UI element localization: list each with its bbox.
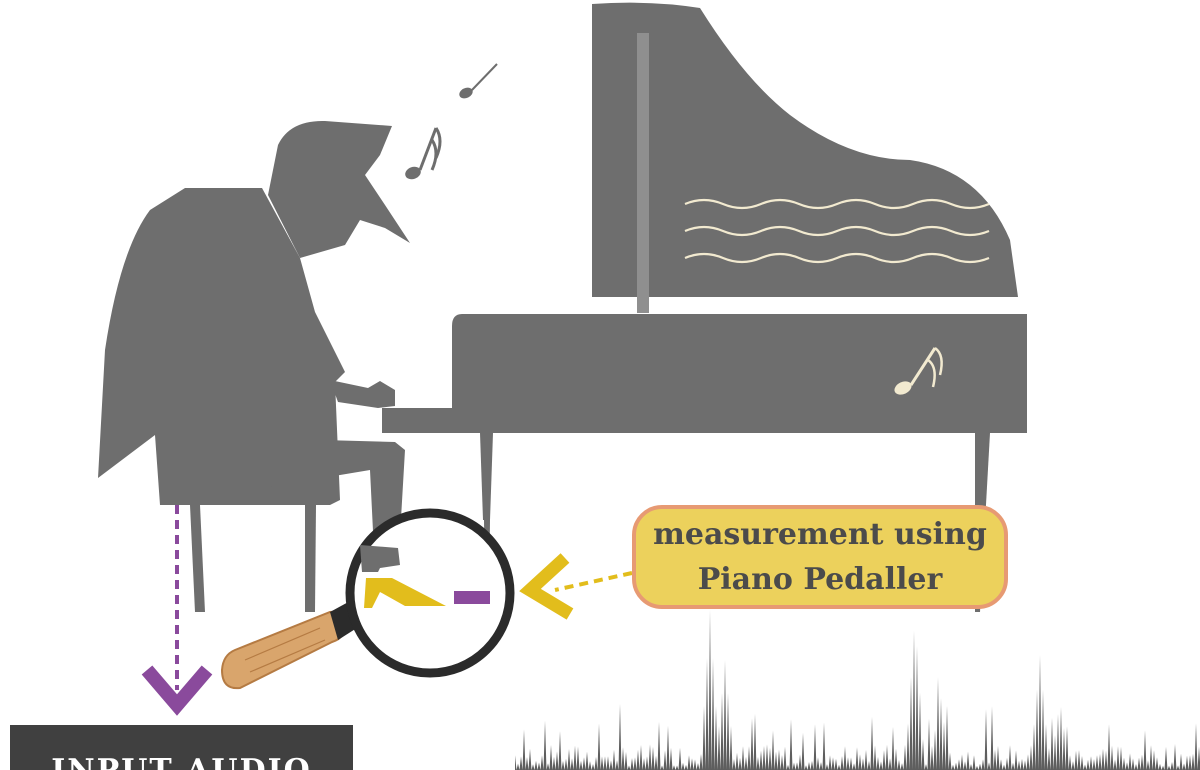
piano-lid	[592, 2, 1018, 298]
pianist-head	[268, 120, 410, 258]
magnifier-handle	[220, 610, 348, 690]
shoe-under-lens	[360, 545, 400, 572]
music-note-upper-icon	[459, 63, 498, 99]
audio-waveform	[515, 610, 1200, 770]
purple-pedal-marker	[454, 591, 490, 604]
magnifier-handle-grain	[244, 627, 326, 673]
stool-leg-right	[305, 505, 316, 612]
audio-arrowhead-icon	[141, 665, 213, 716]
callout-line-1: measurement using	[653, 517, 987, 552]
lid-wave-decoration	[684, 198, 990, 264]
music-note-lower-icon	[405, 127, 442, 180]
waveform-shape	[515, 610, 1200, 770]
yellow-pedal-foot	[364, 578, 446, 608]
pianist-leg	[250, 438, 405, 572]
piano-leg-front	[480, 433, 493, 520]
pianist-arm	[330, 380, 395, 408]
piano-body	[382, 314, 1027, 433]
measurement-callout: measurement using Piano Pedaller	[632, 505, 1008, 609]
input-audio-label: INPUT AUDIO	[51, 753, 312, 770]
callout-line-2: Piano Pedaller	[697, 562, 943, 597]
stool-leg-left	[190, 505, 205, 612]
lid-prop-stick	[637, 33, 649, 313]
pianist-coat	[98, 188, 345, 505]
input-audio-box: INPUT AUDIO	[10, 725, 353, 770]
measurement-chevron-icon	[519, 553, 574, 620]
measurement-pointer-dashed	[554, 571, 633, 592]
music-note-piano-icon	[894, 346, 943, 395]
